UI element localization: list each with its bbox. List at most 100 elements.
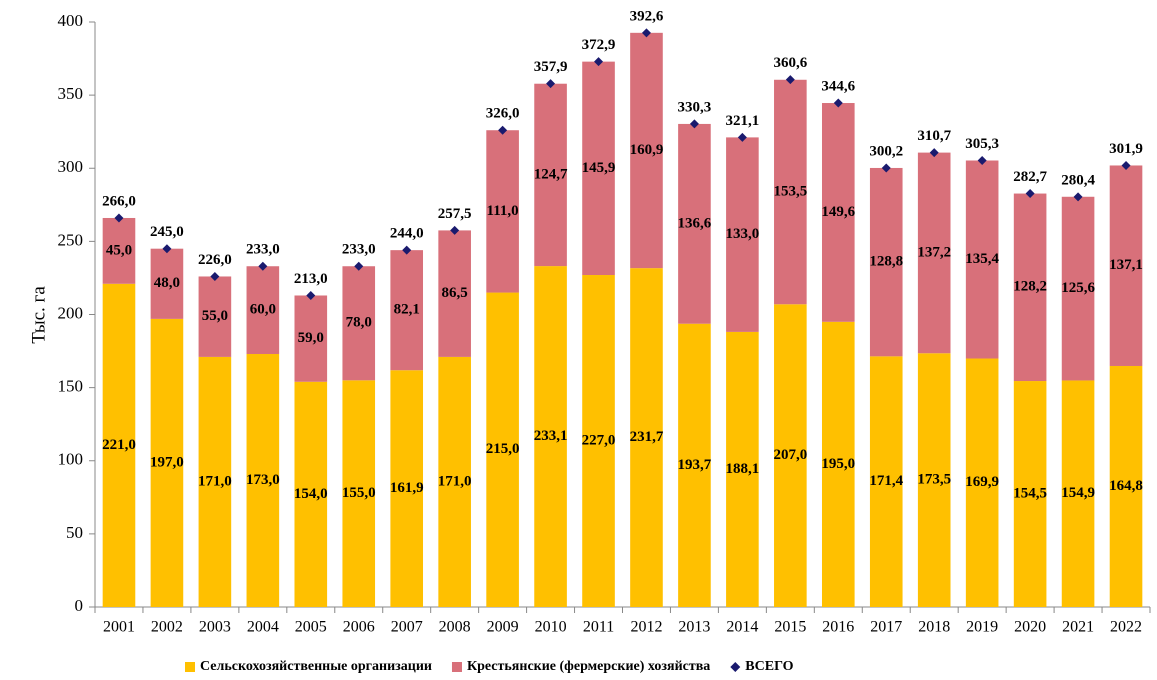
bar-segment: [965, 358, 999, 607]
total-marker: [546, 79, 556, 89]
value-label: 282,7: [1013, 169, 1047, 185]
value-label: 124,7: [534, 166, 568, 182]
value-label: 227,0: [582, 432, 616, 448]
legend-swatch: [451, 662, 462, 672]
value-label: 372,9: [582, 37, 616, 53]
bar-segment: [390, 250, 424, 371]
bar-segment: [582, 61, 615, 276]
value-label: 213,0: [294, 271, 328, 287]
bar-segment: [869, 167, 903, 357]
bar-segment: [246, 266, 280, 354]
value-label: 153,5: [773, 183, 807, 199]
x-tick-label: 2011: [583, 619, 614, 636]
value-label: 60,0: [250, 302, 276, 318]
bar-segment: [678, 123, 711, 324]
value-label: 155,0: [342, 485, 376, 501]
x-tick-label: 2015: [774, 619, 806, 636]
value-label: 330,3: [678, 99, 712, 115]
bar-segment: [1061, 380, 1095, 607]
x-tick-label: 2019: [966, 619, 998, 636]
value-label: 392,6: [630, 8, 664, 24]
total-marker: [689, 119, 699, 129]
total-marker: [354, 261, 364, 271]
bar-segment: [342, 266, 376, 381]
bar-segment: [438, 356, 471, 607]
total-marker: [1121, 160, 1131, 170]
value-label: 344,6: [821, 78, 855, 94]
bar-segment: [486, 292, 519, 607]
value-label: 137,1: [1109, 257, 1143, 273]
value-label: 135,4: [965, 251, 999, 267]
value-label: 188,1: [726, 461, 760, 477]
value-label: 310,7: [917, 128, 951, 144]
x-tick-label: 2008: [439, 619, 471, 636]
value-label: 207,0: [773, 447, 807, 463]
value-label: 226,0: [198, 252, 232, 268]
bar-segment: [534, 83, 567, 267]
total-marker: [737, 132, 747, 142]
legend-label: Сельскохозяйственные организации: [200, 659, 432, 674]
value-label: 136,6: [678, 215, 712, 231]
x-tick-label: 2004: [247, 619, 279, 636]
bar-segment: [678, 323, 711, 607]
y-tick-label: 50: [66, 523, 83, 542]
total-marker: [114, 213, 124, 223]
value-label: 59,0: [298, 330, 324, 346]
total-marker: [785, 75, 795, 85]
total-marker: [498, 125, 508, 135]
total-marker: [450, 225, 460, 235]
value-label: 161,9: [390, 480, 424, 496]
value-label: 305,3: [965, 136, 999, 152]
total-marker: [258, 261, 268, 271]
x-tick-label: 2007: [391, 619, 423, 636]
value-label: 128,2: [1013, 279, 1047, 295]
x-tick-label: 2014: [726, 619, 758, 636]
bar-segment: [917, 353, 951, 607]
value-label: 154,0: [294, 486, 328, 502]
value-label: 280,4: [1061, 172, 1095, 188]
value-label: 149,6: [821, 204, 855, 220]
x-tick-label: 2018: [918, 619, 950, 636]
y-tick-label: 150: [58, 377, 84, 396]
x-tick-label: 2012: [630, 619, 662, 636]
bar-segment: [486, 130, 519, 293]
value-label: 233,1: [534, 428, 568, 444]
value-label: 195,0: [821, 456, 855, 472]
bar-segment: [1109, 365, 1143, 607]
value-label: 111,0: [487, 203, 519, 219]
total-marker: [402, 245, 412, 255]
bar-segment: [726, 331, 759, 607]
value-label: 133,0: [726, 226, 760, 242]
x-tick-label: 2016: [822, 619, 854, 636]
bar-segment: [390, 370, 424, 607]
x-tick-label: 2003: [199, 619, 231, 636]
legend-label: Крестьянские (фермерские) хозяйства: [467, 659, 710, 674]
x-tick-label: 2017: [870, 619, 902, 636]
y-tick-label: 250: [58, 230, 84, 249]
total-marker: [641, 28, 651, 38]
bar-segment: [965, 160, 999, 359]
x-tick-label: 2001: [103, 619, 135, 636]
y-tick-label: 0: [75, 596, 84, 615]
total-marker: [977, 155, 987, 165]
total-marker: [1025, 189, 1035, 199]
value-label: 164,8: [1109, 478, 1143, 494]
y-tick-label: 400: [58, 11, 84, 30]
y-tick-label: 100: [58, 450, 84, 469]
x-tick-label: 2002: [151, 619, 183, 636]
value-label: 321,1: [726, 113, 760, 129]
total-marker: [833, 98, 843, 108]
value-label: 78,0: [346, 315, 372, 331]
value-label: 233,0: [246, 242, 280, 258]
value-label: 125,6: [1061, 280, 1095, 296]
value-label: 137,2: [917, 244, 951, 260]
bar-segment: [1061, 196, 1095, 381]
bar-segment: [869, 356, 903, 607]
bar-segment: [150, 248, 184, 319]
x-tick-label: 2022: [1110, 619, 1142, 636]
bar-segment: [342, 380, 376, 607]
bar-segment: [630, 268, 663, 607]
value-label: 326,0: [486, 106, 520, 122]
bar-segment: [1109, 165, 1143, 366]
